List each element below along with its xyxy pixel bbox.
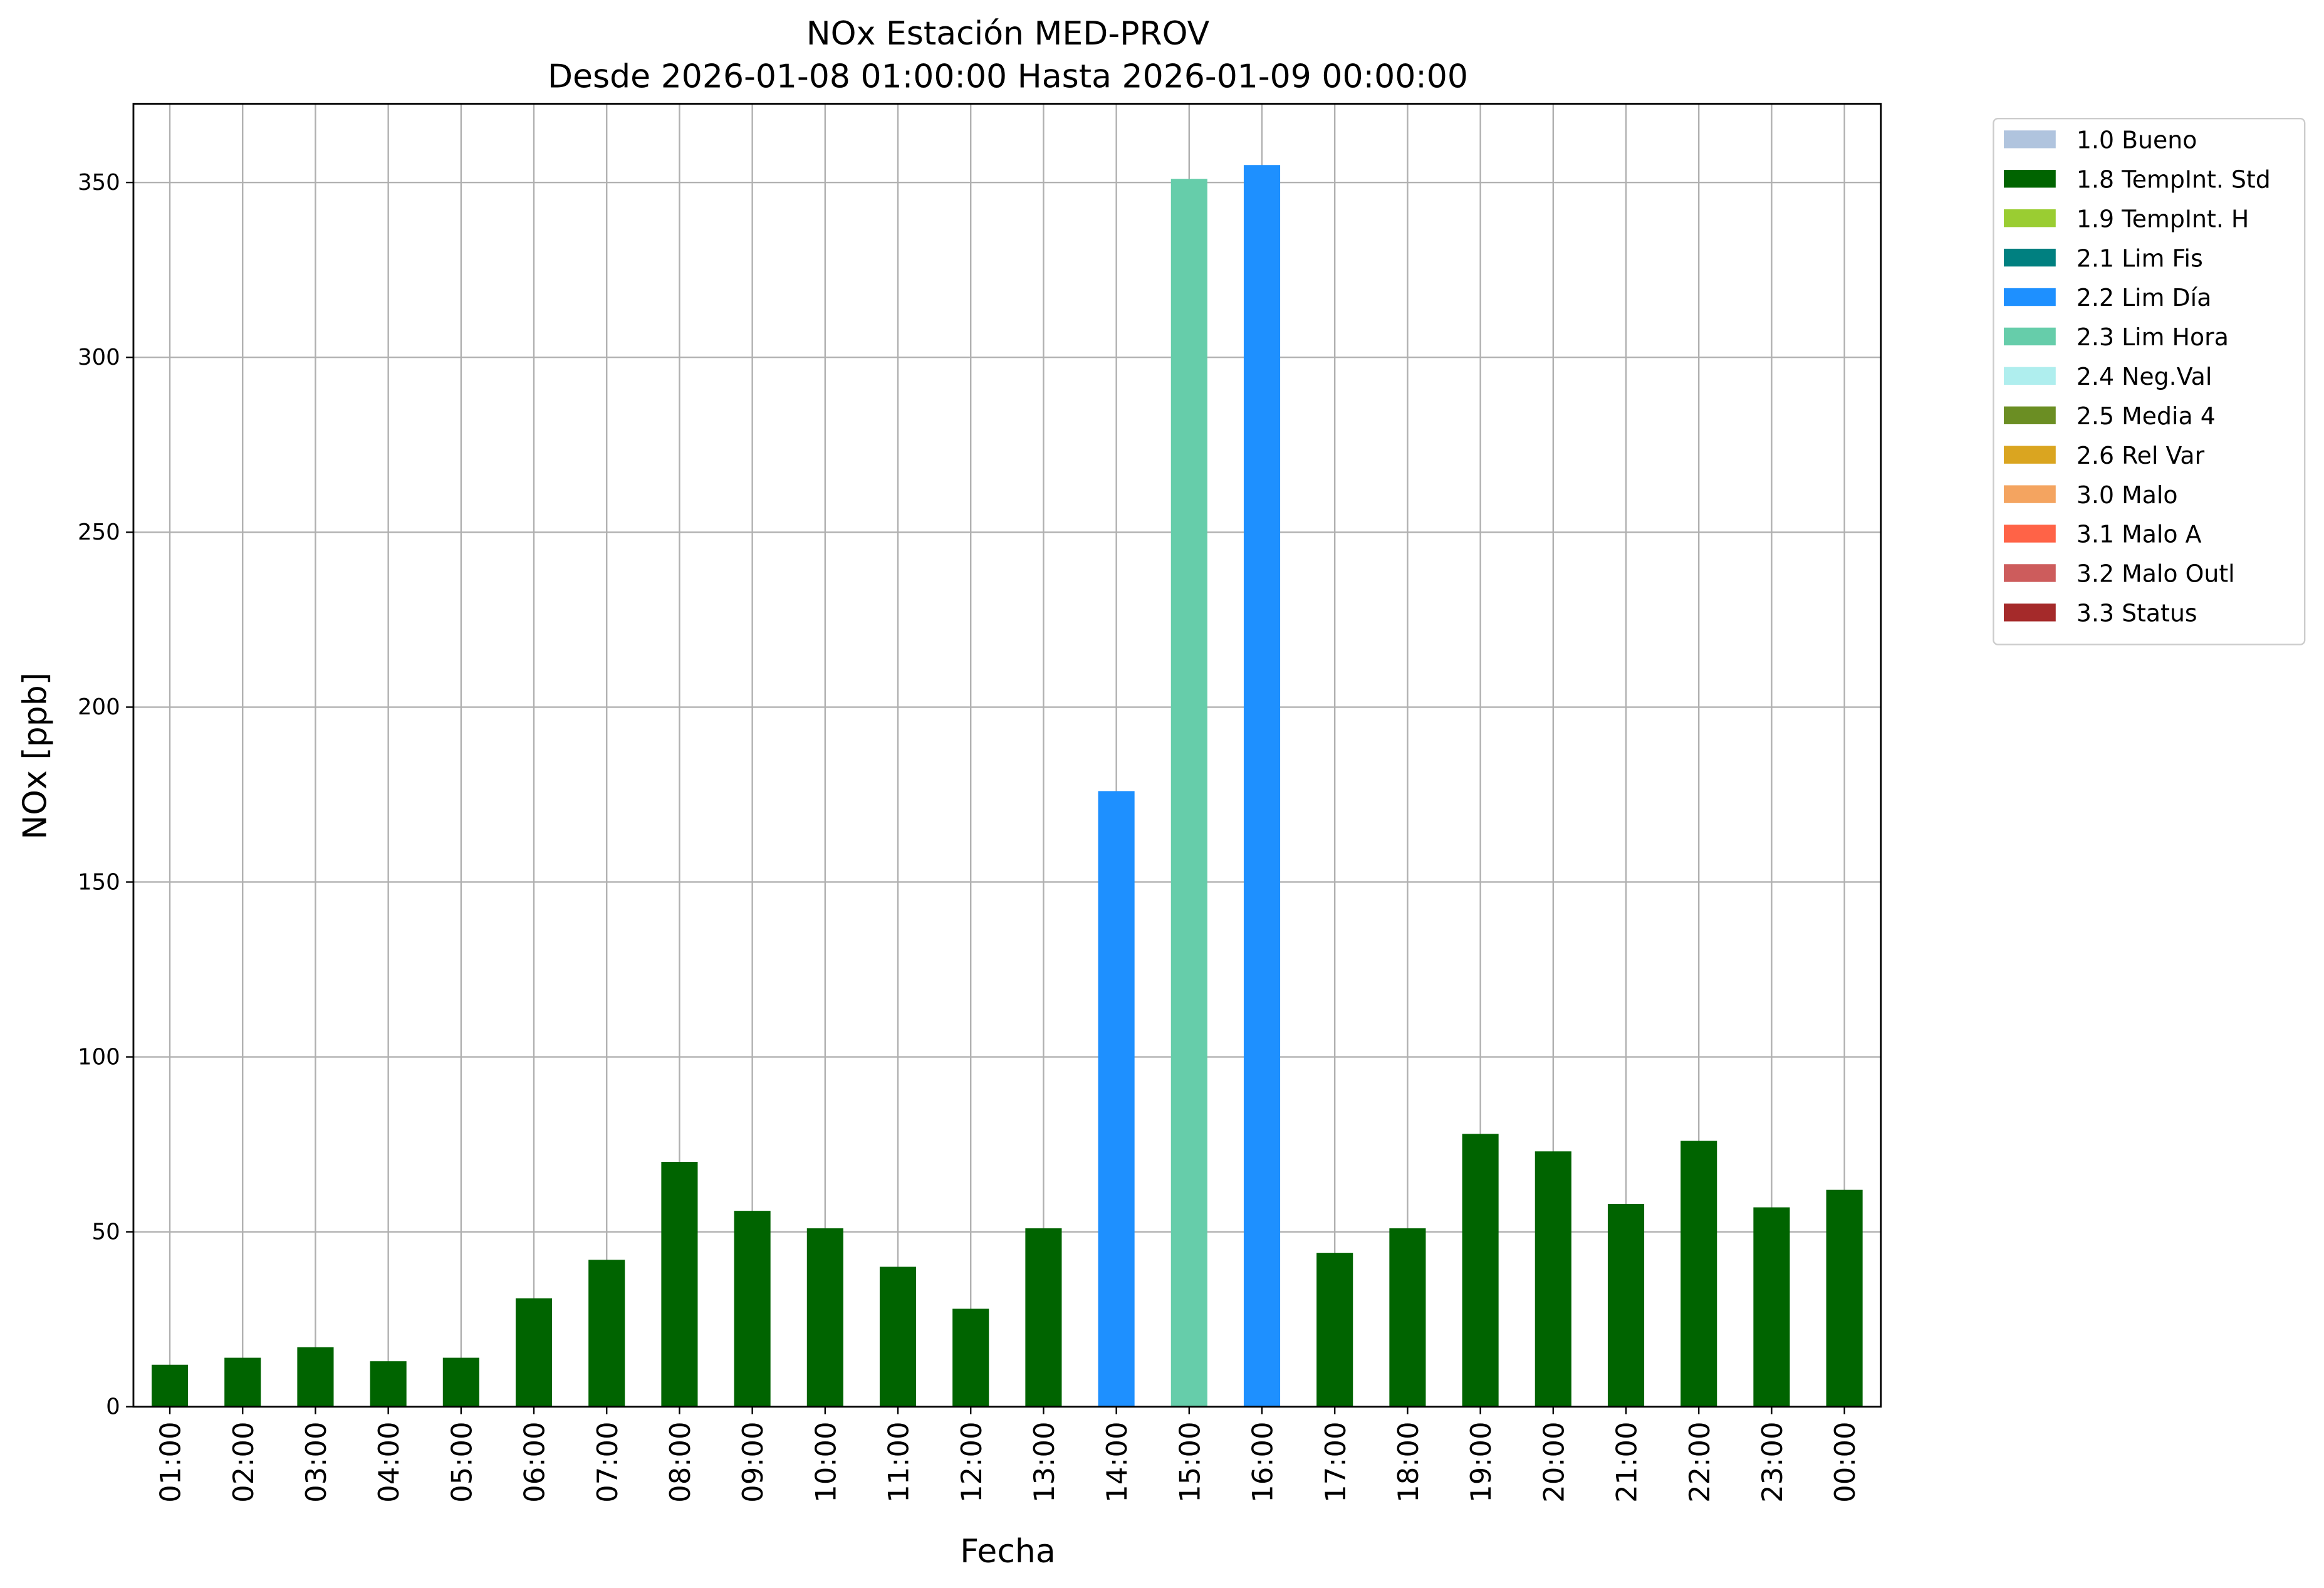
- legend-swatch: [2004, 406, 2056, 424]
- y-tick-label: 0: [106, 1394, 120, 1420]
- bar: [952, 1309, 989, 1407]
- x-tick-label: 03:00: [300, 1421, 333, 1503]
- legend-label: 3.3 Status: [2076, 600, 2197, 627]
- bar: [297, 1347, 334, 1407]
- y-axis-label: NOx [ppb]: [16, 672, 54, 840]
- bar: [1462, 1134, 1499, 1407]
- x-tick-label: 11:00: [882, 1421, 915, 1503]
- bar: [1389, 1228, 1426, 1407]
- x-tick-label: 09:00: [736, 1421, 769, 1503]
- x-tick-label: 16:00: [1246, 1421, 1279, 1503]
- x-tick-label: 10:00: [809, 1421, 842, 1503]
- bar: [1753, 1207, 1790, 1407]
- x-tick-label: 08:00: [664, 1421, 697, 1503]
- legend-swatch: [2004, 603, 2056, 622]
- x-tick-label: 18:00: [1392, 1421, 1425, 1503]
- y-tick-label: 50: [92, 1219, 120, 1245]
- legend-swatch: [2004, 130, 2056, 149]
- bar: [1316, 1253, 1353, 1407]
- plot-frame: [132, 103, 1882, 1408]
- bar: [1535, 1151, 1571, 1407]
- legend-swatch: [2004, 170, 2056, 188]
- legend-swatch: [2004, 367, 2056, 385]
- x-tick-label: 01:00: [154, 1421, 187, 1503]
- y-tick-label: 200: [78, 694, 120, 720]
- bar: [442, 1357, 479, 1407]
- bar: [151, 1364, 189, 1407]
- bar: [515, 1298, 553, 1407]
- x-tick-label: 12:00: [955, 1421, 988, 1503]
- y-tick-label: 250: [78, 520, 120, 545]
- legend-label: 1.0 Bueno: [2076, 127, 2197, 154]
- x-tick-label: 00:00: [1828, 1421, 1862, 1503]
- x-tick-label: 13:00: [1028, 1421, 1061, 1503]
- x-tick-label: 02:00: [227, 1421, 260, 1503]
- x-tick-label: 21:00: [1610, 1421, 1644, 1503]
- legend-swatch: [2004, 525, 2056, 543]
- legend-swatch: [2004, 288, 2056, 306]
- legend-label: 2.1 Lim Fis: [2076, 244, 2203, 272]
- legend-label: 3.1 Malo A: [2076, 521, 2202, 548]
- legend-swatch: [2004, 446, 2056, 464]
- bar: [1680, 1141, 1717, 1407]
- bar: [1170, 179, 1207, 1407]
- x-tick-label: 06:00: [518, 1421, 551, 1503]
- legend-label: 2.6 Rel Var: [2076, 442, 2205, 469]
- x-axis-label: Fecha: [960, 1533, 1056, 1570]
- bar: [879, 1267, 917, 1407]
- bar: [1243, 165, 1281, 1407]
- legend-label: 2.3 Lim Hora: [2076, 323, 2229, 351]
- bar: [1098, 791, 1135, 1407]
- bar: [806, 1228, 843, 1407]
- bar: [1025, 1228, 1062, 1407]
- legend-swatch: [2004, 327, 2056, 346]
- legend-label: 2.2 Lim Día: [2076, 284, 2211, 311]
- y-tick-label: 350: [78, 170, 120, 196]
- legend-swatch: [2004, 564, 2056, 582]
- bar: [661, 1162, 698, 1407]
- bar: [224, 1357, 261, 1407]
- x-tick-label: 14:00: [1100, 1421, 1133, 1503]
- legend-label: 3.0 Malo: [2076, 481, 2178, 509]
- chart-title: NOx Estación MED-PROV: [806, 15, 1210, 53]
- y-tick-label: 100: [78, 1044, 120, 1070]
- x-tick-label: 23:00: [1756, 1421, 1789, 1503]
- x-tick-label: 19:00: [1464, 1421, 1498, 1503]
- chart-subtitle: Desde 2026-01-08 01:00:00 Hasta 2026-01-…: [548, 58, 1468, 96]
- x-tick-label: 04:00: [372, 1421, 405, 1503]
- legend-label: 2.5 Media 4: [2076, 402, 2216, 430]
- bar: [370, 1361, 407, 1407]
- x-tick-label: 07:00: [591, 1421, 624, 1503]
- x-tick-label: 17:00: [1319, 1421, 1352, 1503]
- legend-box: [1993, 118, 2306, 645]
- legend-label: 1.9 TempInt. H: [2076, 205, 2249, 232]
- legend-label: 3.2 Malo Outl: [2076, 560, 2235, 588]
- y-tick-label: 300: [78, 345, 120, 370]
- legend-swatch: [2004, 248, 2056, 267]
- bar: [1607, 1203, 1645, 1407]
- legend-swatch: [2004, 485, 2056, 503]
- bar: [588, 1260, 625, 1407]
- x-tick-label: 15:00: [1173, 1421, 1206, 1503]
- x-tick-label: 22:00: [1683, 1421, 1716, 1503]
- legend-label: 1.8 TempInt. Std: [2076, 165, 2271, 193]
- bar: [1826, 1189, 1863, 1407]
- legend-label: 2.4 Neg.Val: [2076, 363, 2212, 390]
- x-tick-label: 05:00: [445, 1421, 478, 1503]
- x-tick-label: 20:00: [1537, 1421, 1570, 1503]
- legend-swatch: [2004, 209, 2056, 227]
- y-tick-label: 150: [78, 869, 120, 895]
- bar: [734, 1211, 771, 1407]
